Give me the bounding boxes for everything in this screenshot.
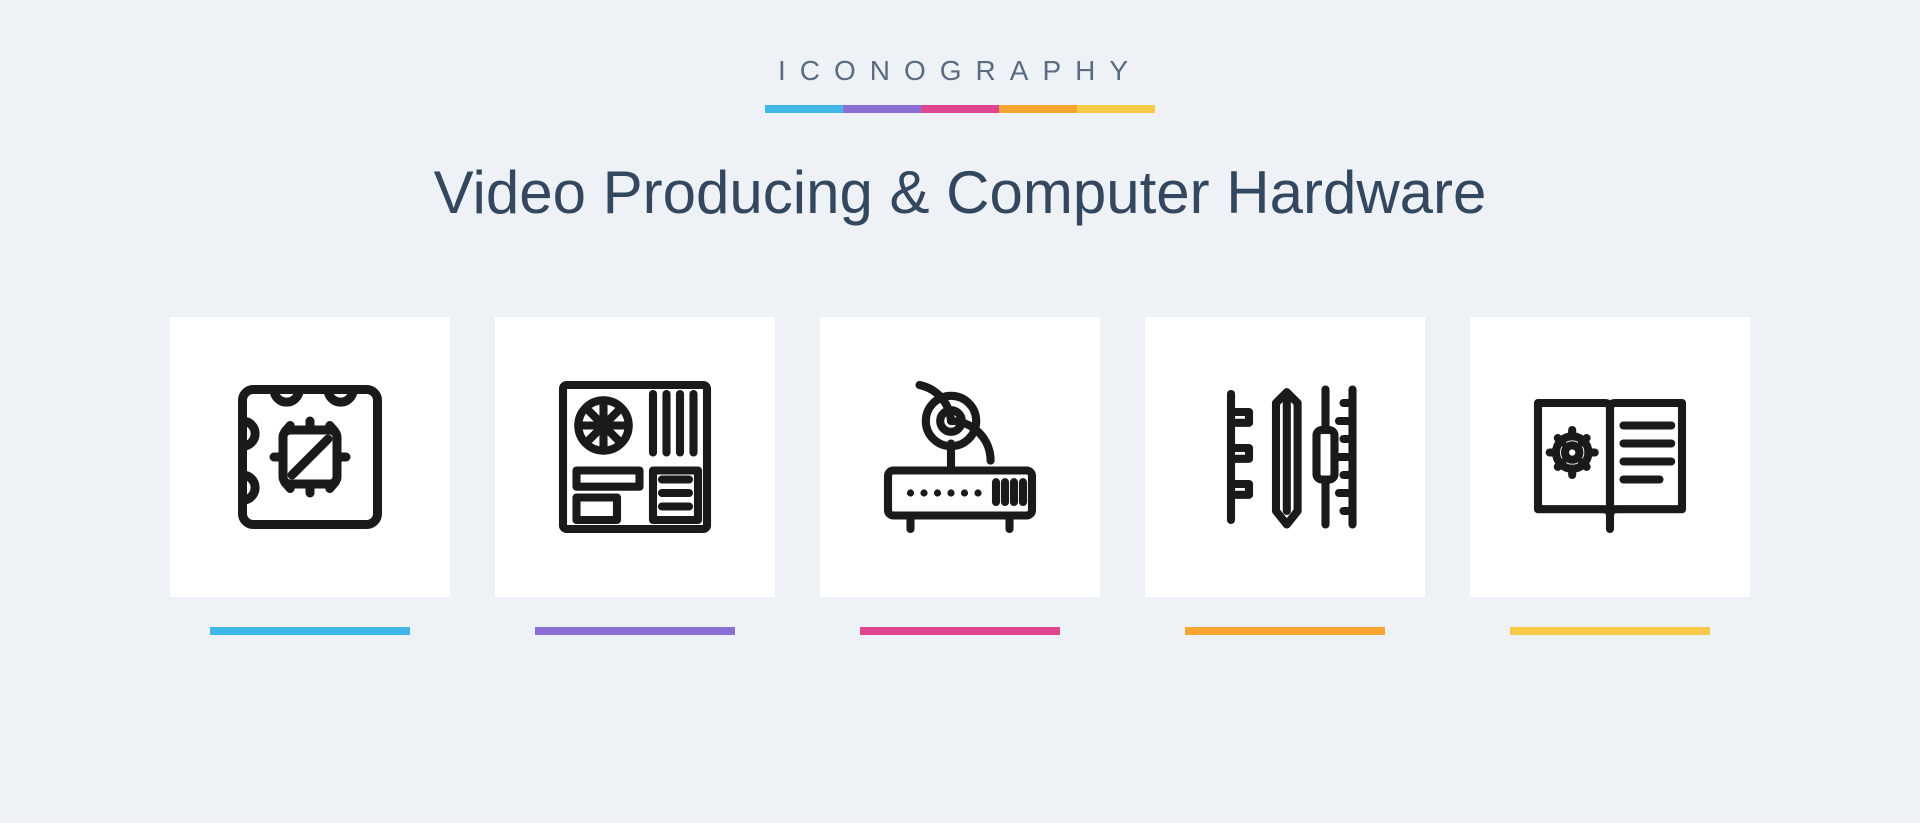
icon-card-chip xyxy=(170,317,450,635)
stripe-3 xyxy=(999,105,1077,113)
icon-box xyxy=(1145,317,1425,597)
tools-icon xyxy=(1195,367,1375,547)
stripe-2 xyxy=(921,105,999,113)
icon-box xyxy=(170,317,450,597)
router-icon xyxy=(870,367,1050,547)
icons-row xyxy=(170,317,1750,635)
pack-title: Video Producing & Computer Hardware xyxy=(434,158,1487,227)
icon-card-manual xyxy=(1470,317,1750,635)
motherboard-icon xyxy=(545,367,725,547)
chip-icon xyxy=(220,367,400,547)
brand-stripes xyxy=(765,105,1155,113)
card-underline xyxy=(1510,627,1710,635)
icon-box xyxy=(1470,317,1750,597)
brand-label: ICONOGRAPHY xyxy=(778,55,1142,87)
icon-card-tools xyxy=(1145,317,1425,635)
card-underline xyxy=(535,627,735,635)
stripe-1 xyxy=(843,105,921,113)
icon-box xyxy=(820,317,1100,597)
card-underline xyxy=(860,627,1060,635)
stripe-4 xyxy=(1077,105,1155,113)
stripe-0 xyxy=(765,105,843,113)
icon-card-router xyxy=(820,317,1100,635)
icon-card-motherboard xyxy=(495,317,775,635)
card-underline xyxy=(210,627,410,635)
icon-box xyxy=(495,317,775,597)
card-underline xyxy=(1185,627,1385,635)
infographic-page: ICONOGRAPHY Video Producing & Computer H… xyxy=(0,0,1920,823)
manual-icon xyxy=(1520,367,1700,547)
